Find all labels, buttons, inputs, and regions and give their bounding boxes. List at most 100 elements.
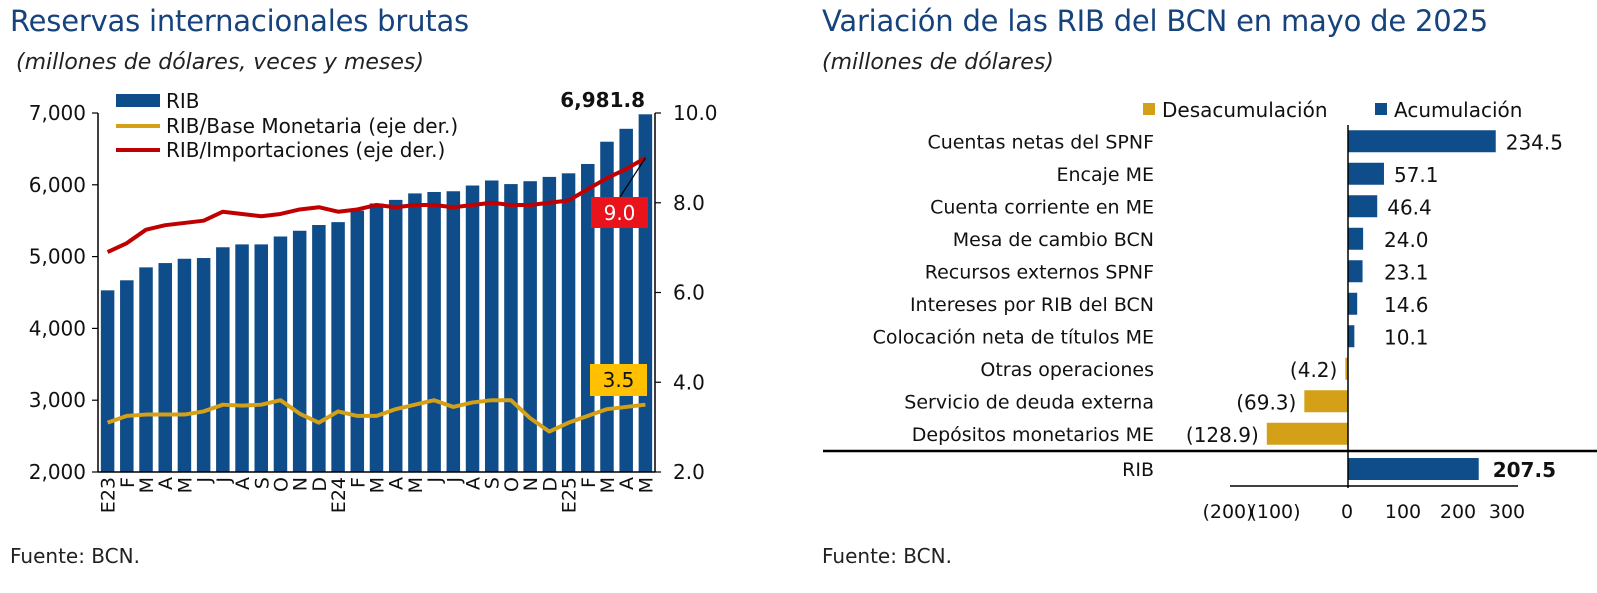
category-label: Cuentas netas del SPNF <box>927 131 1154 153</box>
value-label: 57.1 <box>1394 163 1439 187</box>
y2-tick-label: 10.0 <box>673 101 718 125</box>
hbar <box>1348 260 1363 283</box>
value-label: 14.6 <box>1384 293 1429 317</box>
rib-bar <box>369 203 384 472</box>
rib-bar <box>292 230 307 472</box>
x-tick-label: N <box>520 477 542 491</box>
x-tick-label: A <box>232 477 254 490</box>
x-tick-label: 200 <box>1440 501 1476 523</box>
rib-bar <box>465 185 480 472</box>
category-label: Otras operaciones <box>980 359 1154 381</box>
x-tick-label: A <box>616 477 638 490</box>
rib-bar <box>600 141 614 472</box>
rib-bar <box>120 280 134 472</box>
y2-tick-label: 2.0 <box>673 460 705 484</box>
legend-label: Acumulación <box>1394 98 1522 122</box>
right-chart-source: Fuente: BCN. <box>822 544 952 568</box>
rib-bar <box>388 199 403 473</box>
rib-bar <box>427 191 441 473</box>
y2-tick-label: 8.0 <box>673 191 705 215</box>
x-tick-label: F <box>347 477 369 488</box>
total-bar <box>1348 458 1479 480</box>
legend-label: Desacumulación <box>1162 98 1328 122</box>
legend-swatch-desacumulacion <box>1143 103 1155 115</box>
base-annotation-box <box>590 364 647 396</box>
x-tick-label: O <box>270 477 292 492</box>
y-tick-label: 5,000 <box>29 245 86 269</box>
base-monetaria-line <box>106 398 646 434</box>
category-label: Intereses por RIB del BCN <box>910 294 1154 316</box>
hbar <box>1348 195 1378 218</box>
x-tick-label: 0 <box>1341 501 1353 523</box>
rib-bar <box>638 114 653 472</box>
value-label: 46.4 <box>1387 195 1432 219</box>
legend-swatch-rib <box>116 94 160 107</box>
x-tick-label: F <box>117 477 139 488</box>
x-tick-label: J <box>194 477 216 484</box>
x-tick-label: D <box>539 477 561 492</box>
x-tick-label: 300 <box>1489 501 1525 523</box>
x-tick-label: N <box>290 477 312 491</box>
category-label: Cuenta corriente en ME <box>930 196 1154 218</box>
x-tick-label: D <box>309 477 331 492</box>
legend-swatch-acumulacion <box>1375 103 1387 115</box>
x-tick-label: M <box>367 477 389 493</box>
category-label: Depósitos monetarios ME <box>912 424 1154 446</box>
left-chart-title: Reservas internacionales brutas <box>10 4 469 38</box>
rib-bar <box>216 247 230 472</box>
y-tick-label: 7,000 <box>29 101 86 125</box>
legend-label: RIB/Base Monetaria (eje der.) <box>166 114 458 138</box>
y-tick-label: 6,000 <box>29 173 86 197</box>
category-label: Recursos externos SPNF <box>925 261 1154 283</box>
rib-bar <box>542 176 557 473</box>
right-chart: Desacumulación Acumulación Cuentas netas d… <box>823 98 1597 523</box>
rib-bar <box>254 244 269 472</box>
x-tick-label: F <box>578 477 600 488</box>
hbar <box>1348 227 1364 250</box>
category-label: Servicio de deuda externa <box>904 391 1154 413</box>
rib-bar <box>408 193 422 472</box>
rib-bar <box>561 173 576 472</box>
rib-bar <box>139 267 153 472</box>
y-tick-label: 4,000 <box>29 316 86 340</box>
x-tick-label: M <box>597 477 619 493</box>
hbar <box>1348 162 1384 185</box>
hbar <box>1345 357 1348 380</box>
rib-bar <box>177 258 192 472</box>
value-label: (4.2) <box>1290 358 1337 382</box>
hbar <box>1348 292 1358 315</box>
hbar <box>1348 325 1355 348</box>
imports-annotation-leader <box>619 157 646 198</box>
x-tick-label: M <box>635 477 657 493</box>
x-tick-label: S <box>251 477 273 489</box>
x-tick-label: M <box>136 477 158 493</box>
x-tick-label: E25 <box>559 477 581 513</box>
y2-tick-label: 6.0 <box>673 281 705 305</box>
right-chart-subtitle: (millones de dólares) <box>822 50 1054 75</box>
value-label: 10.1 <box>1384 325 1429 349</box>
x-tick-label: J <box>213 477 235 484</box>
left-chart-source: Fuente: BCN. <box>10 544 140 568</box>
x-tick-label: J <box>443 477 465 484</box>
right-chart-title: Variación de las RIB del BCN en mayo de … <box>822 4 1489 38</box>
rib-bar <box>100 290 115 472</box>
rib-bar <box>312 225 326 472</box>
total-label: RIB <box>1122 459 1154 481</box>
rib-bar <box>158 263 172 472</box>
importaciones-line <box>106 156 647 254</box>
y2-tick-label: 4.0 <box>673 370 705 394</box>
y-tick-label: 3,000 <box>29 388 86 412</box>
x-tick-label: (100) <box>1249 501 1300 523</box>
legend-label: RIB/Importaciones (eje der.) <box>166 138 445 162</box>
rib-last-value-label: 6,981.8 <box>560 88 645 112</box>
base-last-value-label: 3.5 <box>603 368 635 392</box>
x-tick-label: 100 <box>1385 501 1421 523</box>
value-label: (128.9) <box>1186 423 1259 447</box>
rib-bar <box>196 258 211 472</box>
value-label: 234.5 <box>1506 130 1563 154</box>
legend-label: RIB <box>166 89 200 113</box>
value-label: 23.1 <box>1384 260 1429 284</box>
x-tick-label: M <box>405 477 427 493</box>
category-label: Encaje ME <box>1056 164 1154 186</box>
hbar <box>1266 422 1348 445</box>
